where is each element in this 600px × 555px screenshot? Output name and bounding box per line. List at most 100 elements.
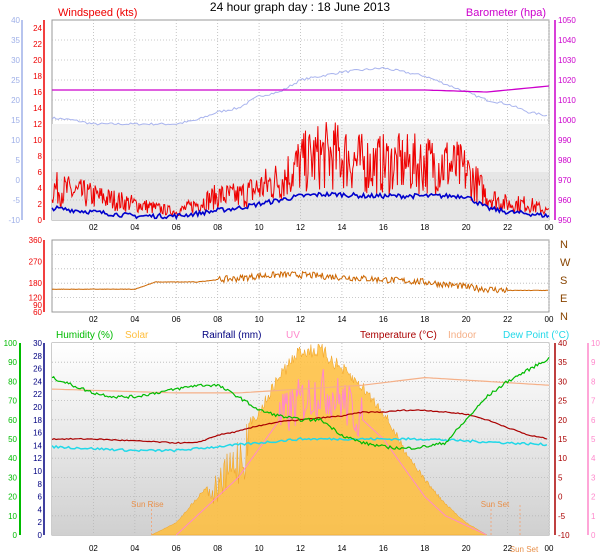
baro-tick: 960 xyxy=(558,196,572,205)
x-tick-label: 20 xyxy=(462,315,471,324)
rain-tick: 8 xyxy=(38,480,43,489)
climate-series-label: Indoor xyxy=(448,330,477,341)
x-tick-label: 16 xyxy=(379,223,388,232)
wind-outer-tick: 5 xyxy=(16,156,21,165)
x-tick-label: 00 xyxy=(545,315,554,324)
direction-tick: 360 xyxy=(29,236,43,245)
x-tick-label: 22 xyxy=(503,544,512,553)
x-tick-label: 08 xyxy=(213,544,222,553)
wind-inner-tick: 2 xyxy=(38,200,43,209)
baro-tick: 990 xyxy=(558,136,572,145)
direction-tick: 60 xyxy=(33,308,42,317)
wind-outer-tick: 35 xyxy=(11,36,20,45)
rain-tick: 4 xyxy=(38,505,43,514)
baro-tick: 1050 xyxy=(558,16,576,25)
climate-series-label: Humidity (%) xyxy=(56,330,113,341)
temp-tick: -10 xyxy=(558,531,570,540)
humidity-tick: 90 xyxy=(8,358,17,367)
uv-tick: 4 xyxy=(591,454,596,463)
rain-tick: 2 xyxy=(38,518,43,527)
sunrise-label: Sun Rise xyxy=(131,500,164,509)
gust-line xyxy=(51,122,550,218)
x-tick-label: 22 xyxy=(503,315,512,324)
x-tick-label: 06 xyxy=(172,315,181,324)
x-tick-label: 06 xyxy=(172,544,181,553)
temp-tick: 0 xyxy=(558,493,563,502)
x-tick-label: 12 xyxy=(296,315,305,324)
humidity-tick: 10 xyxy=(8,512,17,521)
wind-inner-tick: 4 xyxy=(38,184,43,193)
baro-tick: 1010 xyxy=(558,96,576,105)
direction-tick: 90 xyxy=(33,301,42,310)
barometer-line xyxy=(52,85,550,93)
baro-tick: 950 xyxy=(558,216,572,225)
x-tick-label: 08 xyxy=(213,315,222,324)
x-tick-label: 00 xyxy=(545,223,554,232)
rain-tick: 20 xyxy=(33,403,42,412)
x-tick-label: 14 xyxy=(337,315,346,324)
humidity-line xyxy=(51,356,550,450)
x-tick-label: 20 xyxy=(462,544,471,553)
baro-tick: 1000 xyxy=(558,116,576,125)
temp-tick: 40 xyxy=(558,339,567,348)
compass-label: N xyxy=(560,311,568,323)
rain-tick: 26 xyxy=(33,365,42,374)
humidity-tick: 0 xyxy=(13,531,18,540)
baro-tick: 1030 xyxy=(558,56,576,65)
humidity-tick: 50 xyxy=(8,435,17,444)
rain-tick: 28 xyxy=(33,352,42,361)
x-tick-label: 14 xyxy=(337,223,346,232)
x-tick-label: 04 xyxy=(130,223,139,232)
baro-tick: 1020 xyxy=(558,76,576,85)
wind-inner-tick: 20 xyxy=(33,56,42,65)
uv-tick: 0 xyxy=(591,531,596,540)
compass-label: S xyxy=(560,275,567,287)
uv-tick: 10 xyxy=(591,339,600,348)
rain-tick: 12 xyxy=(33,454,42,463)
wind-outer-tick: 40 xyxy=(11,16,20,25)
sunset-label: Sun Set xyxy=(510,545,539,554)
wind-outer-tick: 10 xyxy=(11,136,20,145)
wind-inner-tick: 14 xyxy=(33,104,42,113)
humidity-tick: 100 xyxy=(4,339,18,348)
x-tick-label: 12 xyxy=(296,544,305,553)
x-tick-label: 18 xyxy=(420,223,429,232)
humidity-tick: 20 xyxy=(8,493,17,502)
compass-label: N xyxy=(560,239,568,251)
temp-tick: -5 xyxy=(558,512,566,521)
wind-inner-tick: 10 xyxy=(33,136,42,145)
x-tick-label: 04 xyxy=(130,544,139,553)
x-tick-label: 18 xyxy=(420,544,429,553)
humidity-tick: 70 xyxy=(8,397,17,406)
wind-outer-tick: 30 xyxy=(11,56,20,65)
x-tick-label: 02 xyxy=(89,315,98,324)
wind-axis-label: Windspeed (kts) xyxy=(58,7,137,19)
uv-tick: 8 xyxy=(591,377,596,386)
uv-tick: 5 xyxy=(591,435,596,444)
x-tick-label: 02 xyxy=(89,223,98,232)
uv-line xyxy=(175,369,487,536)
temp-tick: 20 xyxy=(558,416,567,425)
baro-tick: 1040 xyxy=(558,36,576,45)
x-tick-label: 20 xyxy=(462,223,471,232)
wind-inner-tick: 16 xyxy=(33,88,42,97)
humidity-tick: 80 xyxy=(8,377,17,386)
wind-inner-tick: 12 xyxy=(33,120,42,129)
temp-tick: 10 xyxy=(558,454,567,463)
uv-tick: 7 xyxy=(591,397,596,406)
humidity-tick: 60 xyxy=(8,416,17,425)
x-tick-label: 22 xyxy=(503,223,512,232)
sunset-label: Sun Set xyxy=(481,500,510,509)
climate-series-label: UV xyxy=(286,330,300,341)
wind-inner-tick: 8 xyxy=(38,152,43,161)
x-tick-label: 10 xyxy=(255,544,264,553)
temp-tick: 15 xyxy=(558,435,567,444)
rain-tick: 30 xyxy=(33,339,42,348)
uv-tick: 3 xyxy=(591,473,596,482)
x-tick-label: 18 xyxy=(420,315,429,324)
wind-outer-tick: 25 xyxy=(11,76,20,85)
climate-series-label: Rainfall (mm) xyxy=(202,330,261,341)
rain-tick: 16 xyxy=(33,429,42,438)
humidity-tick: 30 xyxy=(8,473,17,482)
